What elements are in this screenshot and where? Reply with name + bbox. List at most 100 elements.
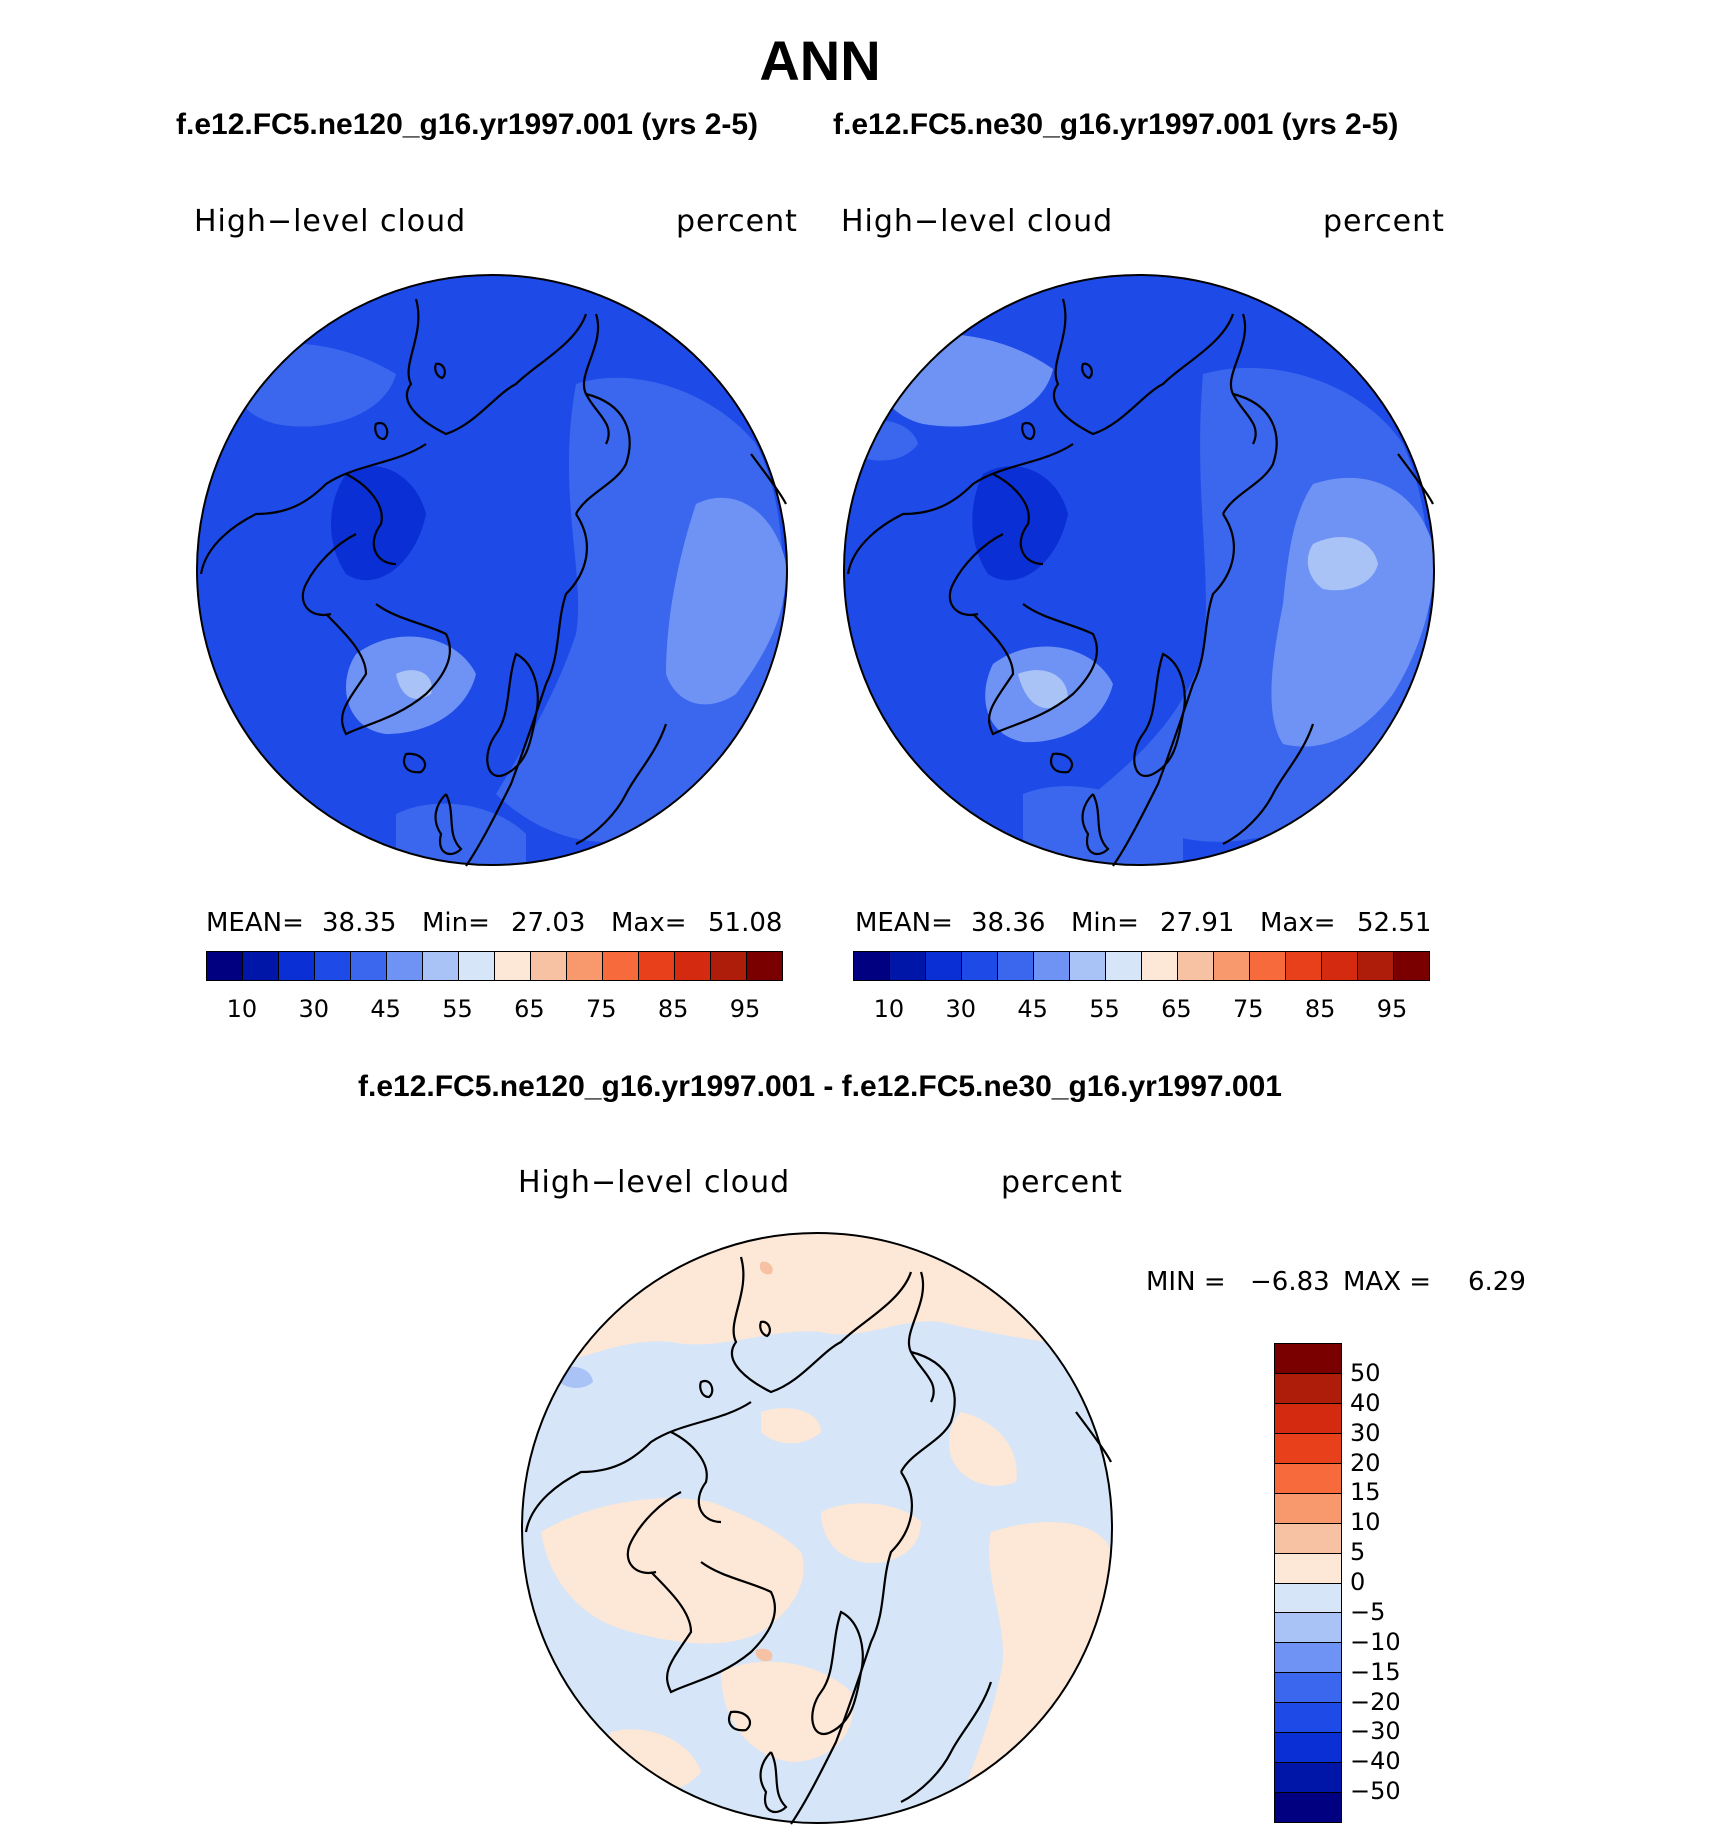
colorbar-tick-label: −20 bbox=[1350, 1687, 1401, 1716]
colorbar-tick-label: 55 bbox=[442, 995, 473, 1023]
colorbar-cell bbox=[1214, 952, 1250, 980]
map-field-positive bbox=[761, 1408, 821, 1444]
colorbar-cell bbox=[279, 952, 315, 980]
map-field-salmon bbox=[759, 1261, 773, 1275]
colorbar-cell bbox=[854, 952, 890, 980]
colorbar-cell bbox=[1142, 952, 1178, 980]
panel-1-variable-label: High−level cloud bbox=[194, 204, 467, 239]
colorbar-cell bbox=[1322, 952, 1358, 980]
colorbar-tick-label: 75 bbox=[586, 995, 617, 1023]
figure-title: ANN bbox=[759, 29, 881, 92]
map-field-pale bbox=[1018, 670, 1068, 709]
colorbar-tick-label: 75 bbox=[1233, 995, 1264, 1023]
colorbar-cell bbox=[1275, 1344, 1341, 1374]
difference-min-value: −6.83 bbox=[1250, 1267, 1330, 1297]
colorbar-cell bbox=[890, 952, 926, 980]
colorbar-cell bbox=[495, 952, 531, 980]
colorbar-cell bbox=[926, 952, 962, 980]
colorbar-tick-label: 15 bbox=[1350, 1478, 1381, 1507]
map-field-positive bbox=[721, 1661, 853, 1762]
colorbar-tick-label: 5 bbox=[1350, 1538, 1366, 1567]
colorbar-cell bbox=[1034, 952, 1070, 980]
panel-2-colorbar bbox=[853, 951, 1430, 981]
colorbar-tick-label: −50 bbox=[1350, 1777, 1401, 1806]
panel-1-colorbar bbox=[206, 951, 783, 981]
colorbar-cell bbox=[1358, 952, 1394, 980]
colorbar-cell bbox=[1394, 952, 1429, 980]
colorbar-tick-label: 95 bbox=[729, 995, 761, 1023]
coastlines bbox=[199, 298, 787, 867]
panel-2-variable-label: High−level cloud bbox=[841, 204, 1114, 239]
panel-1-case-title: f.e12.FC5.ne120_g16.yr1997.001 (yrs 2-5) bbox=[176, 108, 759, 141]
panel-2-mean-value: 38.36 bbox=[971, 908, 1046, 938]
colorbar-tick-label: 20 bbox=[1350, 1448, 1381, 1477]
colorbar-tick-label: 0 bbox=[1350, 1568, 1366, 1596]
difference-colorbar bbox=[1274, 1343, 1342, 1823]
map-field-mid bbox=[1023, 786, 1183, 865]
panel-1-min-value: 27.03 bbox=[511, 908, 586, 938]
colorbar-tick-label: 45 bbox=[1017, 995, 1048, 1023]
panel-2-max-value: 52.51 bbox=[1357, 908, 1432, 938]
colorbar-cell bbox=[1275, 1643, 1341, 1674]
colorbar-cell bbox=[1106, 952, 1142, 980]
map-field-salmon bbox=[755, 1648, 773, 1662]
colorbar-cell bbox=[1070, 952, 1106, 980]
map-field-positive bbox=[541, 1498, 804, 1644]
colorbar-cell bbox=[1286, 952, 1322, 980]
panel-1-mean-value: 38.35 bbox=[322, 908, 397, 938]
colorbar-cell bbox=[207, 952, 243, 980]
coastlines bbox=[846, 298, 1434, 867]
colorbar-cell bbox=[1275, 1403, 1341, 1434]
colorbar-cell bbox=[423, 952, 459, 980]
map-field-pale bbox=[396, 670, 432, 699]
difference-title: f.e12.FC5.ne120_g16.yr1997.001 - f.e12.F… bbox=[358, 1070, 1282, 1103]
map-field-dark bbox=[331, 466, 426, 581]
colorbar-cell bbox=[1178, 952, 1214, 980]
colorbar-cell bbox=[711, 952, 747, 980]
colorbar-tick-label: 85 bbox=[1304, 995, 1336, 1023]
colorbar-cell bbox=[1275, 1523, 1341, 1554]
colorbar-cell bbox=[962, 952, 998, 980]
colorbar-cell bbox=[387, 952, 423, 980]
colorbar-cell bbox=[351, 952, 387, 980]
panel-1-mean-label: MEAN= bbox=[206, 908, 304, 938]
colorbar-cell bbox=[1275, 1613, 1341, 1644]
colorbar-cell bbox=[243, 952, 279, 980]
colorbar-cell bbox=[675, 952, 711, 980]
colorbar-cell bbox=[1275, 1373, 1341, 1404]
colorbar-tick-label: 10 bbox=[873, 995, 905, 1023]
map-field-light bbox=[666, 497, 787, 705]
difference-min-label: MIN = bbox=[1146, 1267, 1226, 1297]
colorbar-tick-label: −30 bbox=[1350, 1717, 1401, 1746]
colorbar-tick-label: 30 bbox=[298, 995, 330, 1023]
colorbar-cell bbox=[1275, 1763, 1341, 1794]
colorbar-cell bbox=[459, 952, 495, 980]
panel-1-min-label: Min= bbox=[422, 908, 490, 938]
panel-2-case-title: f.e12.FC5.ne30_g16.yr1997.001 (yrs 2-5) bbox=[833, 108, 1399, 141]
panel-1-max-label: Max= bbox=[611, 908, 687, 938]
colorbar-tick-label: 45 bbox=[370, 995, 401, 1023]
colorbar-cell bbox=[1275, 1583, 1341, 1614]
difference-variable-label: High−level cloud bbox=[518, 1165, 791, 1200]
colorbar-cell bbox=[1275, 1703, 1341, 1734]
colorbar-tick-label: 55 bbox=[1089, 995, 1120, 1023]
colorbar-tick-label: 10 bbox=[226, 995, 258, 1023]
difference-max-value: 6.29 bbox=[1468, 1267, 1526, 1297]
colorbar-cell bbox=[1275, 1733, 1341, 1764]
colorbar-cell bbox=[603, 952, 639, 980]
panel-1-max-value: 51.08 bbox=[708, 908, 783, 938]
colorbar-cell bbox=[1275, 1493, 1341, 1524]
colorbar-cell bbox=[747, 952, 782, 980]
colorbar-cell bbox=[531, 952, 567, 980]
colorbar-tick-label: −40 bbox=[1350, 1747, 1401, 1776]
panel-1-units-label: percent bbox=[676, 204, 798, 239]
colorbar-tick-label: 50 bbox=[1350, 1358, 1381, 1387]
map-field-positive bbox=[949, 1412, 1017, 1486]
colorbar-tick-label: 10 bbox=[1350, 1508, 1381, 1537]
colorbar-tick-label: −5 bbox=[1350, 1597, 1386, 1626]
colorbar-tick-label: 95 bbox=[1376, 995, 1408, 1023]
colorbar-cell bbox=[1275, 1673, 1341, 1704]
colorbar-tick-label: 40 bbox=[1350, 1388, 1381, 1417]
colorbar-cell bbox=[1275, 1553, 1341, 1584]
colorbar-tick-label: 85 bbox=[657, 995, 689, 1023]
